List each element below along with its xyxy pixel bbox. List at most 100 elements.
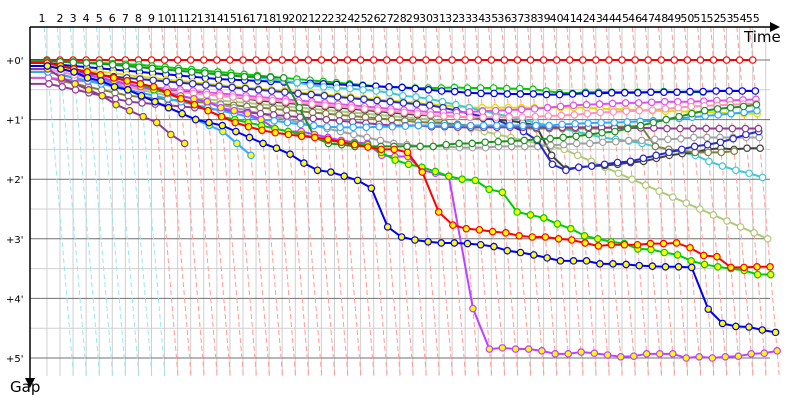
- data-point: [336, 123, 344, 132]
- data-point: [530, 105, 539, 113]
- data-point: [294, 89, 302, 98]
- data-point: [485, 185, 493, 194]
- data-point: [542, 90, 551, 99]
- data-point: [634, 99, 643, 107]
- data-point: [660, 248, 669, 257]
- data-point: [252, 56, 260, 64]
- data-point: [552, 56, 561, 64]
- data-point: [641, 181, 650, 189]
- data-point: [650, 135, 659, 144]
- series-16: [30, 65, 189, 148]
- y-tick-label: +5': [6, 354, 24, 365]
- data-point: [180, 139, 189, 148]
- data-point: [553, 220, 562, 228]
- data-point: [661, 105, 670, 113]
- y-axis-arrow-icon: [25, 378, 35, 388]
- x-tick-label: 48: [654, 12, 668, 25]
- data-point: [723, 217, 731, 225]
- data-point: [622, 107, 631, 116]
- x-tick-label: 4: [83, 12, 90, 25]
- data-point: [188, 80, 197, 88]
- lap-line: [527, 26, 558, 377]
- data-point: [307, 90, 316, 99]
- data-point: [350, 140, 359, 149]
- data-point: [464, 88, 472, 97]
- data-point: [647, 98, 656, 107]
- data-point: [531, 112, 540, 121]
- data-point: [582, 257, 591, 265]
- series-21: [30, 62, 780, 337]
- data-point: [594, 242, 603, 250]
- data-point: [268, 96, 277, 105]
- data-point: [503, 246, 512, 255]
- data-point: [174, 66, 183, 75]
- data-point: [687, 102, 696, 111]
- data-point: [295, 103, 304, 112]
- data-point: [567, 236, 576, 244]
- data-point: [425, 101, 434, 110]
- x-tick-label: 12: [184, 12, 198, 25]
- data-point: [164, 103, 173, 112]
- x-tick-label: 29: [406, 12, 420, 25]
- data-point: [682, 354, 691, 362]
- data-point: [703, 140, 712, 149]
- data-point: [728, 124, 737, 133]
- lap-line: [644, 26, 676, 377]
- data-point: [247, 151, 255, 160]
- x-tick-label: 15: [223, 12, 237, 25]
- data-point: [712, 87, 720, 95]
- data-point: [546, 141, 555, 150]
- x-tick-label: 5: [96, 12, 103, 25]
- data-point: [689, 124, 697, 133]
- data-point: [414, 121, 423, 130]
- data-point: [699, 251, 708, 260]
- data-point: [532, 121, 540, 130]
- x-tick-label: 10: [158, 12, 172, 25]
- data-point: [603, 351, 612, 359]
- data-point: [752, 100, 761, 109]
- x-tick-label: 9: [148, 12, 155, 25]
- data-point: [409, 56, 417, 64]
- data-point: [57, 74, 66, 82]
- data-point: [442, 140, 450, 149]
- data-point: [291, 56, 300, 64]
- x-tick-label: 2: [57, 12, 64, 25]
- y-tick-labels: +0' +1' +2' +3' +4' +5': [6, 56, 24, 365]
- data-point: [139, 112, 147, 121]
- data-point: [346, 84, 354, 93]
- data-point: [544, 112, 553, 120]
- data-point: [581, 89, 590, 98]
- data-point: [231, 118, 239, 127]
- data-point: [686, 243, 694, 252]
- data-point: [605, 56, 613, 64]
- x-tick-label: 27: [380, 12, 394, 25]
- data-point: [449, 221, 457, 229]
- data-point: [110, 83, 119, 91]
- x-tick-label: 45: [615, 12, 629, 25]
- data-point: [493, 121, 501, 130]
- data-point: [317, 56, 326, 64]
- data-point: [704, 305, 713, 313]
- data-point: [440, 121, 449, 130]
- data-point: [279, 74, 288, 82]
- x-tick-label: 23: [327, 12, 341, 25]
- data-point: [191, 115, 200, 124]
- data-point: [648, 106, 657, 114]
- data-point: [539, 56, 548, 64]
- data-point: [390, 145, 399, 154]
- x-tick-label: 6: [109, 12, 116, 25]
- data-point: [670, 56, 679, 64]
- data-point: [306, 81, 315, 89]
- data-point: [346, 94, 355, 102]
- data-point: [675, 112, 683, 121]
- data-point: [609, 108, 618, 116]
- x-tick-label: 46: [628, 12, 642, 25]
- data-point: [485, 345, 494, 353]
- data-point: [498, 188, 507, 197]
- data-point: [754, 124, 763, 133]
- data-point: [466, 121, 475, 130]
- data-point: [337, 138, 346, 147]
- x-tick-label: 51: [693, 12, 707, 25]
- data-point: [309, 114, 318, 123]
- data-point: [271, 128, 280, 137]
